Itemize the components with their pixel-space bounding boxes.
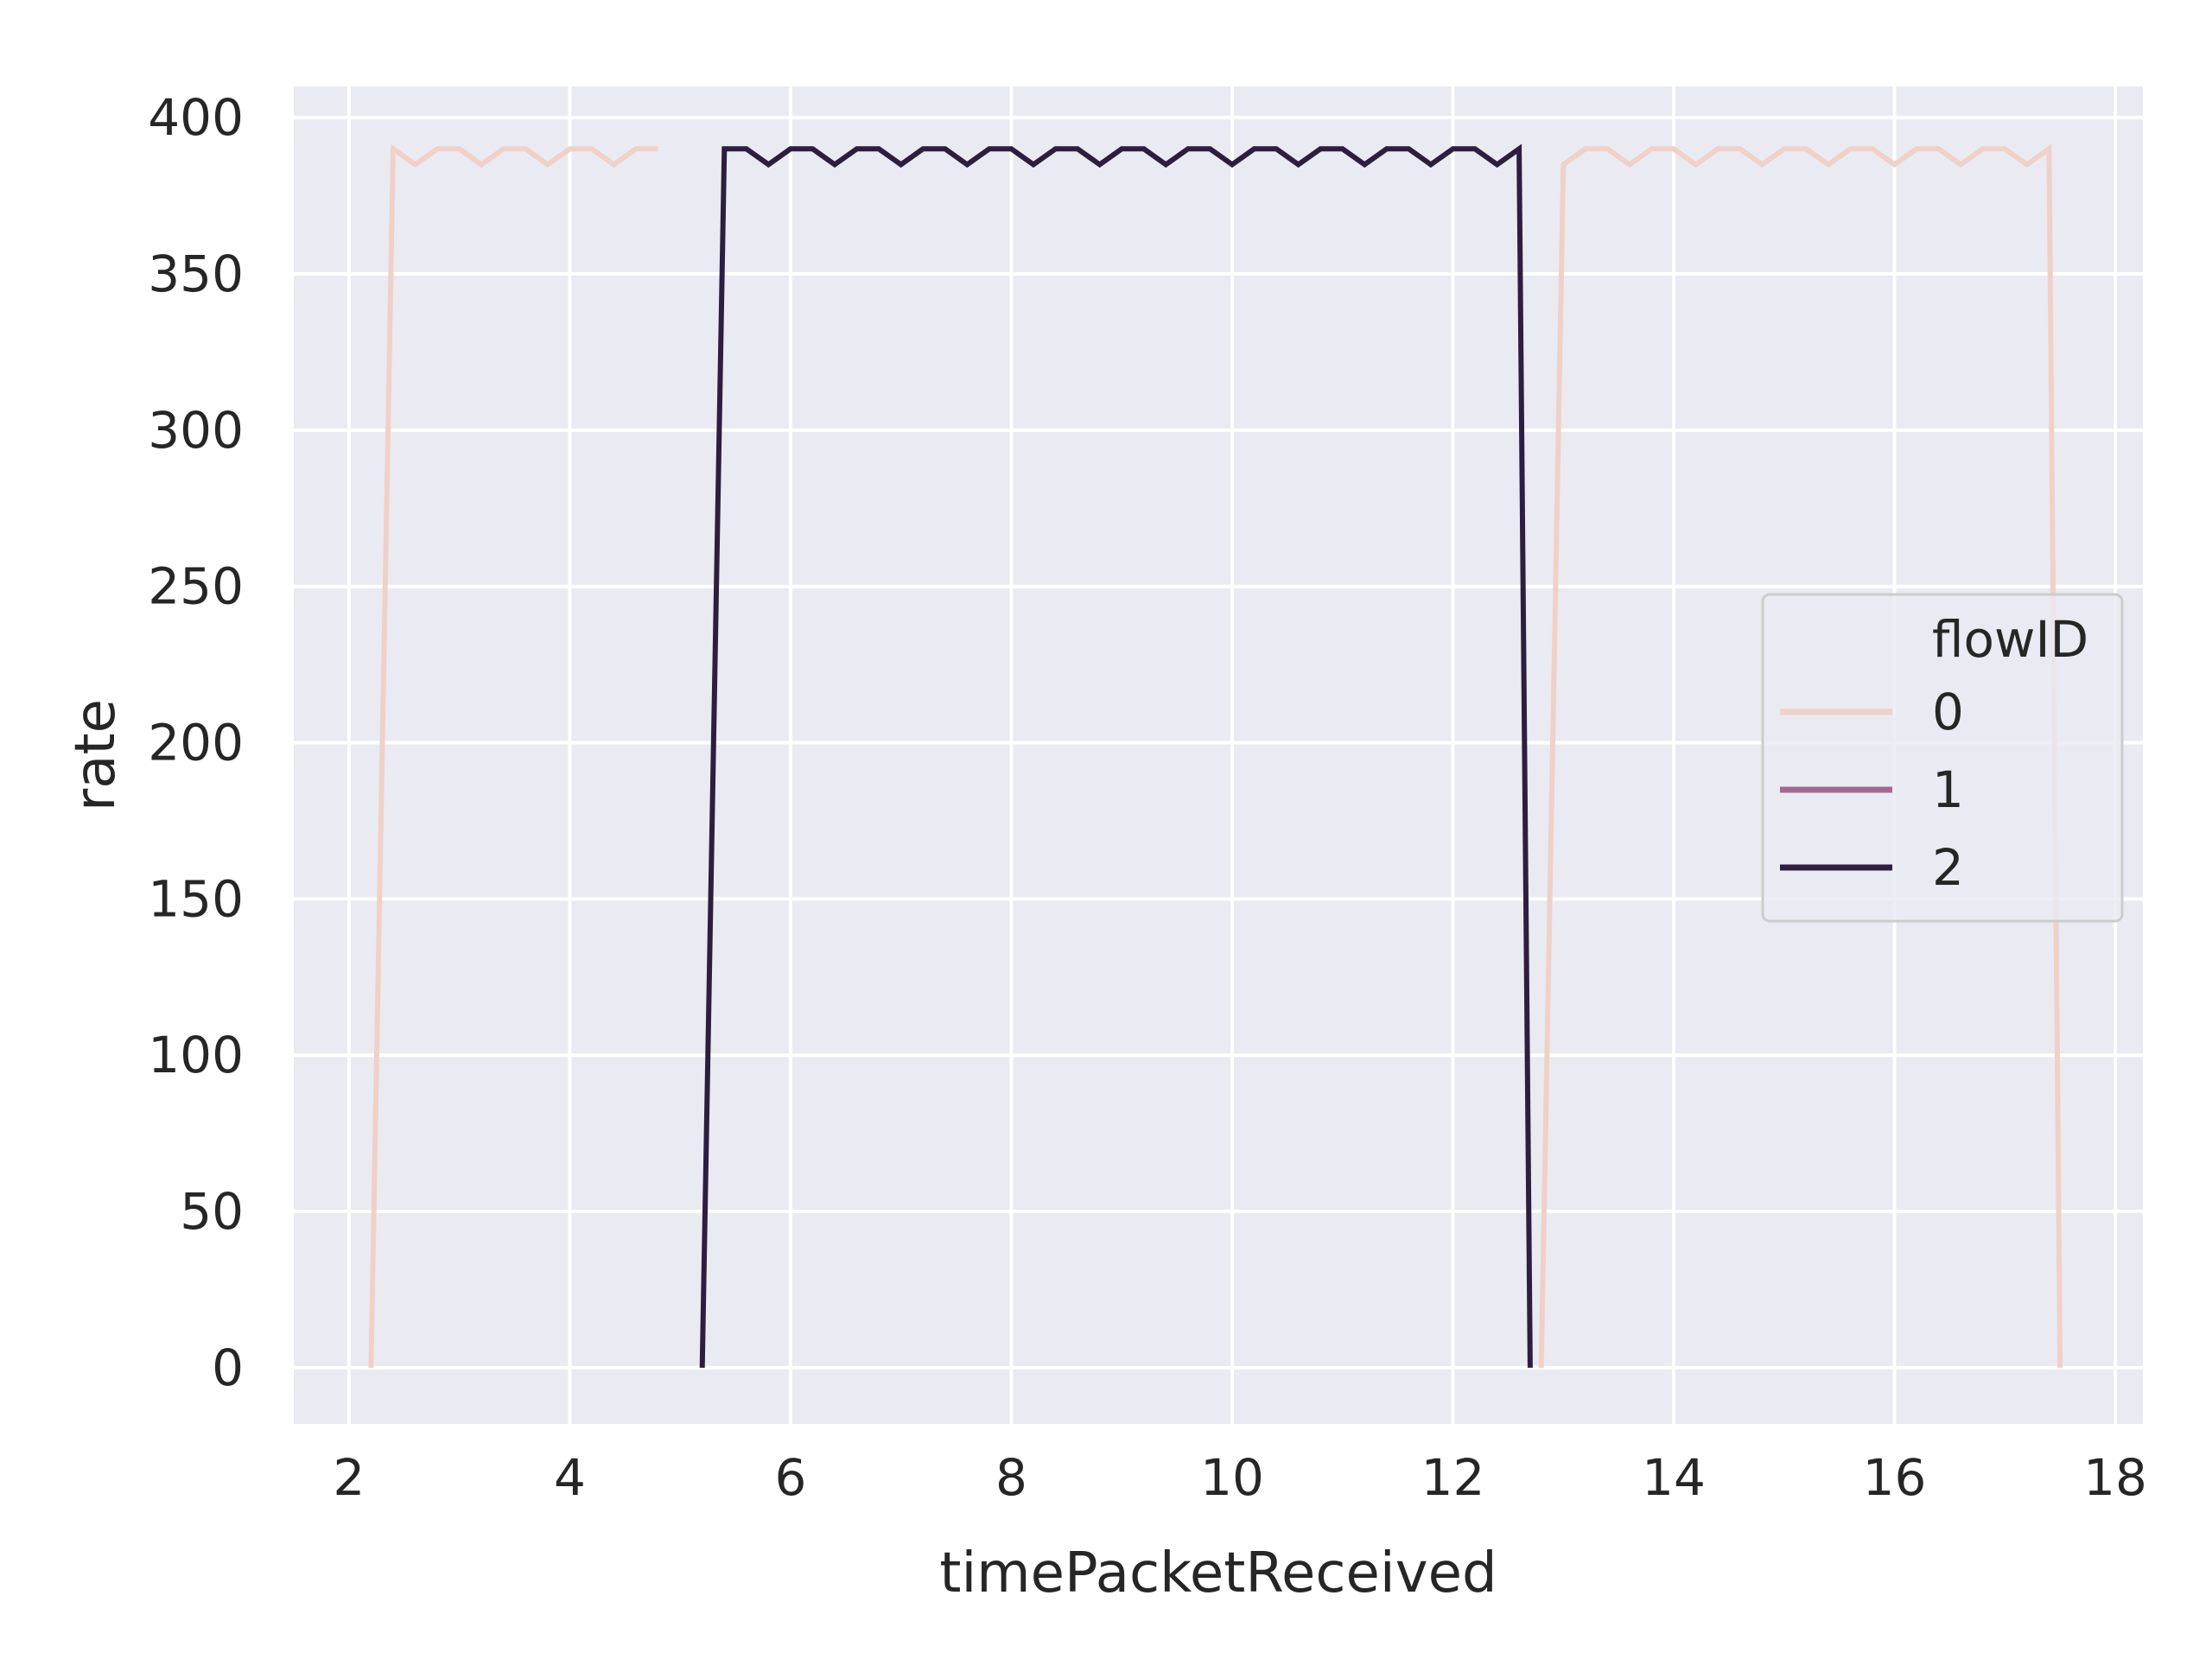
y-tick-label: 100 — [148, 1026, 244, 1084]
legend-label-0: 0 — [1932, 683, 1964, 741]
x-tick-label: 10 — [1200, 1448, 1264, 1507]
legend-box — [1761, 593, 2124, 923]
x-tick-label: 4 — [554, 1448, 586, 1507]
y-tick-label: 200 — [148, 714, 244, 772]
legend: flowID 0 1 2 — [1761, 593, 2124, 923]
x-tick-label: 18 — [2083, 1448, 2147, 1507]
x-tick-label: 8 — [995, 1448, 1027, 1507]
legend-label-2: 2 — [1932, 838, 1964, 897]
legend-items: 0 1 2 — [1780, 683, 1964, 897]
x-tick-label: 14 — [1642, 1448, 1706, 1507]
x-axis-ticks: 2 4 6 8 10 12 14 16 18 — [333, 1448, 2147, 1507]
series-0-line — [1538, 143, 2063, 1368]
y-tick-label: 0 — [212, 1338, 244, 1397]
legend-label-1: 1 — [1932, 760, 1964, 819]
y-tick-label: 400 — [148, 88, 244, 147]
x-tick-label: 16 — [1863, 1448, 1927, 1507]
y-tick-label: 350 — [148, 245, 244, 303]
y-axis-ticks: 0 50 100 150 200 250 300 350 400 — [148, 88, 244, 1397]
series-0-line — [368, 143, 658, 1368]
x-axis-label: timePacketReceived — [939, 1541, 1497, 1605]
y-tick-label: 150 — [148, 869, 244, 928]
legend-title: flowID — [1932, 610, 2088, 669]
x-tick-label: 12 — [1421, 1448, 1485, 1507]
grid — [294, 86, 2143, 1424]
y-tick-label: 50 — [180, 1182, 244, 1241]
y-tick-label: 300 — [148, 401, 244, 460]
series-lines — [368, 143, 2063, 1368]
x-tick-label: 6 — [774, 1448, 806, 1507]
y-tick-label: 250 — [148, 557, 244, 616]
series-2-line — [699, 143, 1533, 1368]
y-axis-label: rate — [64, 699, 128, 811]
x-tick-label: 2 — [333, 1448, 365, 1507]
